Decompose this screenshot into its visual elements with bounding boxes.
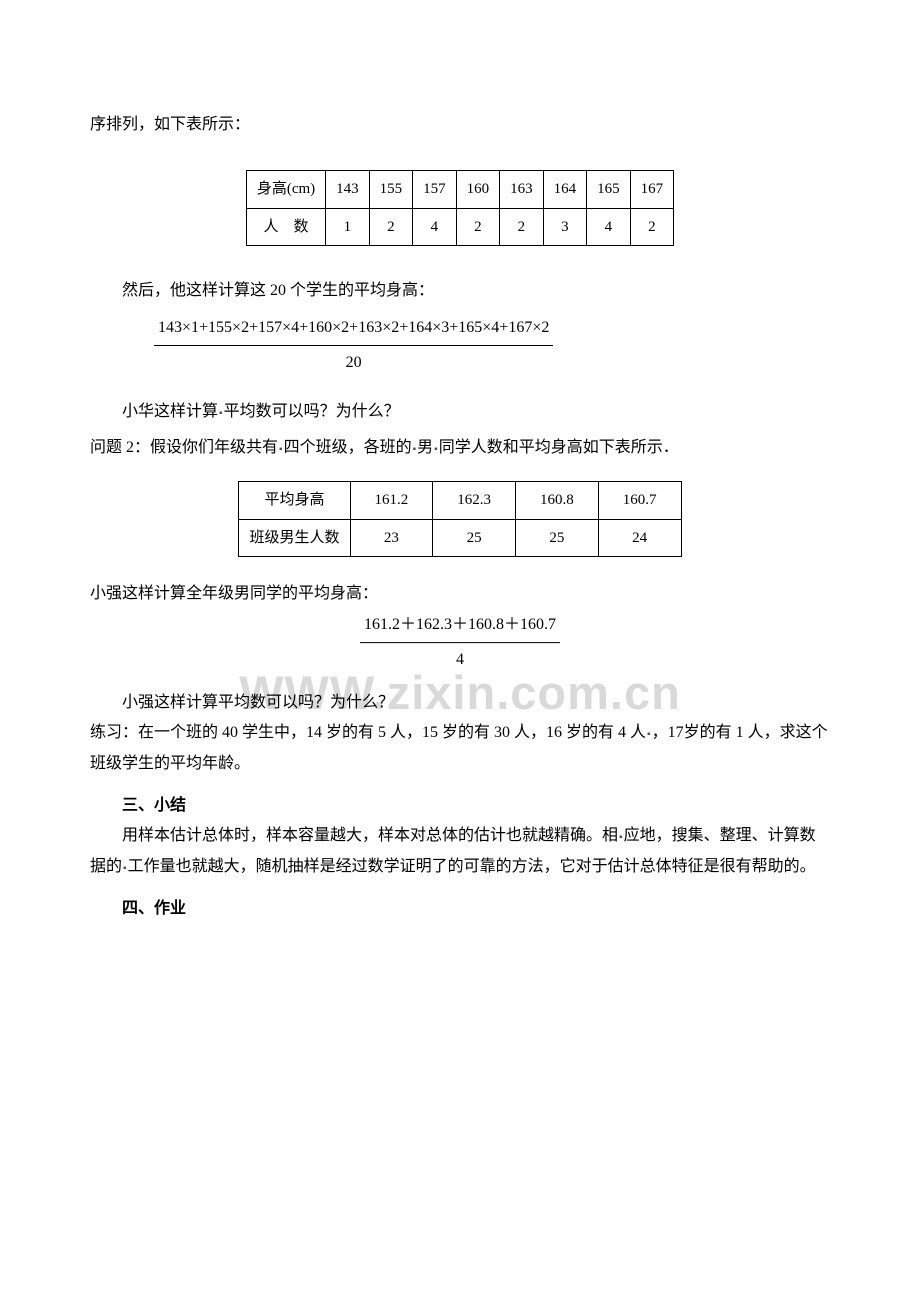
q2-prefix: 问题 2：假设你们年级共有 — [90, 439, 278, 456]
t1-c-3: 2 — [456, 208, 500, 246]
q1-a: 小华这样计算 — [122, 403, 218, 420]
para-after-t2: 小强这样计算全年级男同学的平均身高： — [90, 579, 830, 609]
formula-1: 143×1+155×2+157×4+160×2+163×2+164×3+165×… — [90, 313, 830, 379]
formula-2: 161.2＋162.3＋160.8＋160.7 4 — [90, 616, 830, 670]
height-table-1: 身高(cm) 143 155 157 160 163 164 165 167 人… — [246, 170, 674, 246]
summary-para: 用样本估计总体时，样本容量越大，样本对总体的估计也就越精确。相▪应地，搜集、整理… — [90, 821, 830, 882]
t1-c-0: 1 — [326, 208, 370, 246]
t1-c-2: 4 — [413, 208, 457, 246]
table-row: 班级男生人数 23 25 25 24 — [239, 519, 681, 557]
table-row: 人 数 1 2 4 2 2 3 4 2 — [246, 208, 673, 246]
formula1-numerator: 143×1+155×2+157×4+160×2+163×2+164×3+165×… — [154, 313, 553, 346]
t1-h-7: 167 — [630, 171, 674, 209]
section-3-heading: 三、小结 — [90, 791, 830, 821]
para-after-t1: 然后，他这样计算这 20 个学生的平均身高： — [90, 276, 830, 306]
practice-text-a: 在一个班的 40 学生中，14 岁的有 5 人，15 岁的有 30 人，16 岁… — [138, 724, 646, 741]
q2-mid2: 男 — [417, 439, 433, 456]
t2-h-1: 162.3 — [433, 482, 516, 520]
t1-h-3: 160 — [456, 171, 500, 209]
practice-label: 练习： — [90, 724, 138, 741]
t1-h-0: 143 — [326, 171, 370, 209]
t2-c-1: 25 — [433, 519, 516, 557]
t2-c-0: 23 — [350, 519, 433, 557]
question-after-f2: 小强这样计算平均数可以吗？为什么？ — [90, 688, 830, 718]
formula1-denominator: 20 — [154, 346, 553, 378]
table-row: 平均身高 161.2 162.3 160.8 160.7 — [239, 482, 681, 520]
summary-c: 工作量也就越大，随机抽样是经过数学证明了的可靠的方法，它对于估计总体特征是很有帮… — [128, 858, 816, 875]
t1-c-4: 2 — [500, 208, 544, 246]
t2-h-0: 161.2 — [350, 482, 433, 520]
q1-b: 平均数可以吗？为什么？ — [224, 403, 400, 420]
t1-c-6: 4 — [587, 208, 631, 246]
intro-line: 序排列，如下表所示： — [90, 110, 830, 140]
question-2: 问题 2：假设你们年级共有▪四个班级，各班的▪男▪同学人数和平均身高如下表所示． — [90, 433, 830, 463]
practice-para: 练习：在一个班的 40 学生中，14 岁的有 5 人，15 岁的有 30 人，1… — [90, 718, 830, 779]
t2-h-3: 160.7 — [598, 482, 681, 520]
formula2-numerator: 161.2＋162.3＋160.8＋160.7 — [360, 610, 560, 643]
t1-h-6: 165 — [587, 171, 631, 209]
t1-c-7: 2 — [630, 208, 674, 246]
q2-mid1: 四个班级，各班的 — [284, 439, 412, 456]
q2-suffix: 同学人数和平均身高如下表所示． — [439, 439, 679, 456]
t1-h-5: 164 — [543, 171, 587, 209]
table-row: 身高(cm) 143 155 157 160 163 164 165 167 — [246, 171, 673, 209]
t1-c-5: 3 — [543, 208, 587, 246]
question-after-f1: 小华这样计算▪平均数可以吗？为什么？ — [90, 397, 830, 427]
t1-h-4: 163 — [500, 171, 544, 209]
section-4-heading: 四、作业 — [90, 894, 830, 924]
summary-a: 用样本估计总体时，样本容量越大，样本对总体的估计也就越精确。相 — [122, 827, 618, 844]
t2-row2-label: 班级男生人数 — [239, 519, 350, 557]
t1-h-2: 157 — [413, 171, 457, 209]
t2-c-3: 24 — [598, 519, 681, 557]
t2-c-2: 25 — [516, 519, 599, 557]
t1-row2-label: 人 数 — [246, 208, 325, 246]
t2-h-2: 160.8 — [516, 482, 599, 520]
height-table-2: 平均身高 161.2 162.3 160.8 160.7 班级男生人数 23 2… — [238, 481, 681, 557]
formula2-denominator: 4 — [360, 643, 560, 675]
t1-h-1: 155 — [369, 171, 413, 209]
t1-c-1: 2 — [369, 208, 413, 246]
t1-header-label: 身高(cm) — [246, 171, 325, 209]
t2-row1-label: 平均身高 — [239, 482, 350, 520]
